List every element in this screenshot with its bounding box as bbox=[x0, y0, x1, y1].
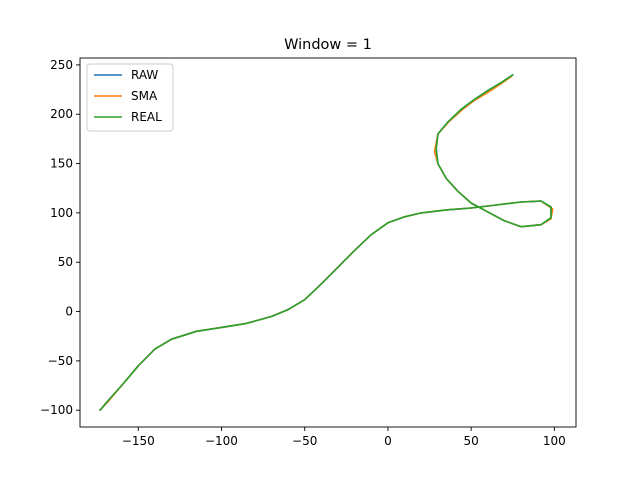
y-tick-label: 0 bbox=[65, 305, 73, 319]
series-layer bbox=[99, 74, 554, 411]
series-line-real bbox=[99, 74, 552, 411]
legend-label-raw: RAW bbox=[131, 68, 158, 82]
legend-label-sma: SMA bbox=[131, 89, 158, 103]
axes-frame bbox=[79, 57, 577, 428]
x-tick-label: 100 bbox=[543, 434, 566, 448]
x-tick-label: 50 bbox=[464, 434, 479, 448]
axes-border bbox=[79, 57, 577, 428]
legend-frame bbox=[86, 63, 174, 132]
y-tick-label: 200 bbox=[50, 107, 73, 121]
legend-label-real: REAL bbox=[131, 110, 162, 124]
chart-title: Window = 1 bbox=[284, 37, 372, 53]
y-tick-label: 100 bbox=[50, 206, 73, 220]
y-tick-label: −50 bbox=[48, 354, 73, 368]
y-tick-label: 150 bbox=[50, 157, 73, 171]
ticks-layer: −150 −100 −50 0 50 100 −100 −50 0 50 100 150 200 250 bbox=[40, 58, 566, 448]
y-tick-label: −100 bbox=[40, 403, 73, 417]
x-tick-label: −100 bbox=[205, 434, 238, 448]
y-tick-label: 50 bbox=[58, 255, 73, 269]
x-tick-label: 0 bbox=[384, 434, 392, 448]
x-tick-label: −150 bbox=[122, 434, 155, 448]
y-tick-label: 250 bbox=[50, 58, 73, 72]
legend: RAW SMA REAL bbox=[86, 63, 174, 132]
x-tick-label: −50 bbox=[292, 434, 317, 448]
